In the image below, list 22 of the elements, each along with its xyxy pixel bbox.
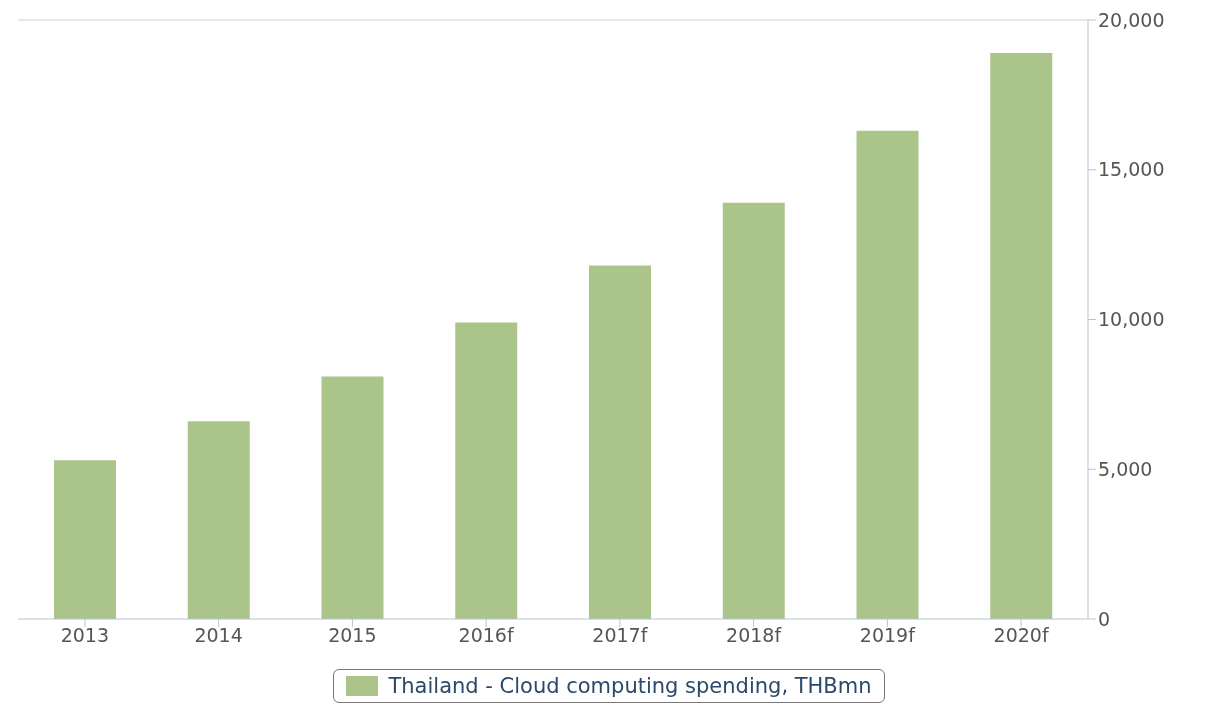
x-tick-label: 2014 <box>194 624 243 647</box>
x-tick-label: 2016f <box>458 624 515 647</box>
bar <box>321 376 384 619</box>
x-tick-label: 2018f <box>726 624 783 647</box>
bar <box>990 52 1053 619</box>
bar <box>54 460 116 619</box>
bar <box>455 322 518 619</box>
bar <box>187 421 250 619</box>
x-tick-label: 2015 <box>328 624 377 647</box>
bar <box>722 202 785 619</box>
legend-label: Thailand - Cloud computing spending, THBmn <box>388 674 872 698</box>
y-tick-label: 10,000 <box>1098 308 1165 331</box>
y-tick-label: 15,000 <box>1098 158 1165 181</box>
x-tick-label: 2019f <box>859 624 917 647</box>
y-tick-label: 20,000 <box>1098 8 1165 31</box>
x-tick-label: 2017f <box>592 624 649 647</box>
bar <box>856 130 919 619</box>
x-tick-label: 2013 <box>60 624 110 647</box>
y-tick-label: 5,000 <box>1098 457 1153 480</box>
y-tick-label: 0 <box>1098 607 1111 630</box>
bar <box>589 265 651 619</box>
x-tick-label: 2020f <box>993 624 1050 647</box>
